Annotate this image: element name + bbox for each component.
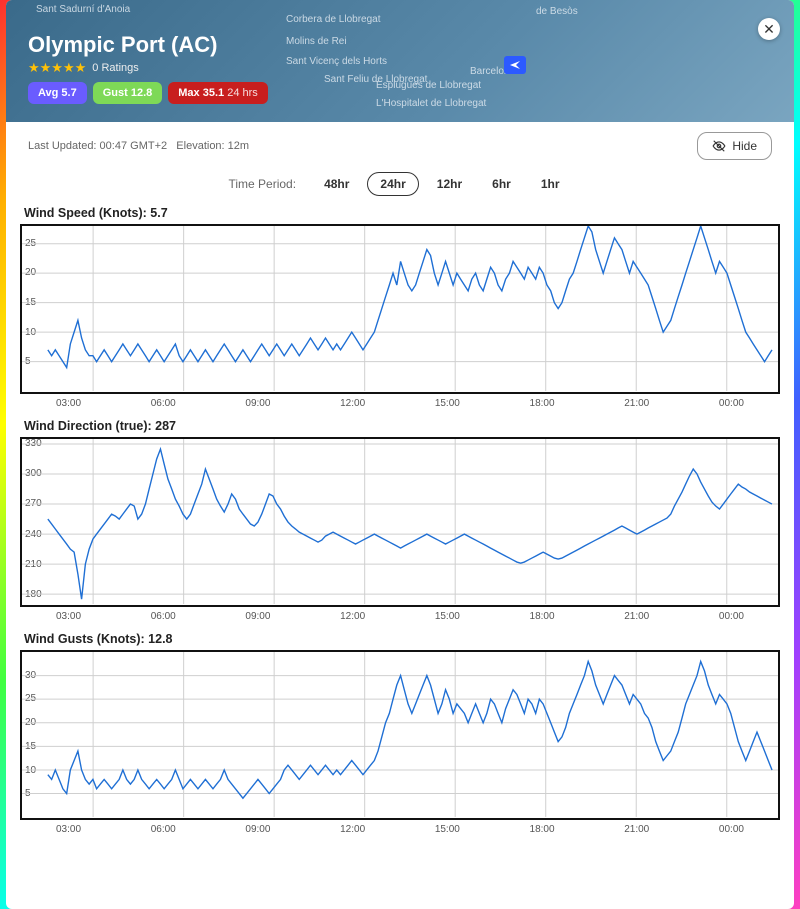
meta-row: Last Updated: 00:47 GMT+2 Elevation: 12m… <box>6 122 794 160</box>
stat-badge: Gust 12.8 <box>93 82 163 104</box>
header-map: Sant Sadurní d'Anoia Corbera de Llobregat… <box>6 0 794 122</box>
xtick: 03:00 <box>56 824 81 835</box>
xtick: 18:00 <box>530 824 555 835</box>
eye-off-icon <box>712 139 726 153</box>
wind-speed-title: Wind Speed (Knots): 5.7 <box>24 206 780 220</box>
xtick: 06:00 <box>151 611 176 622</box>
wind-gusts-title: Wind Gusts (Knots): 12.8 <box>24 632 780 646</box>
xtick: 15:00 <box>435 824 460 835</box>
xtick: 15:00 <box>435 611 460 622</box>
wind-arrow-marker <box>504 56 526 74</box>
xtick: 09:00 <box>245 398 270 409</box>
period-12hr[interactable]: 12hr <box>425 173 474 195</box>
station-title: Olympic Port (AC) <box>28 32 217 58</box>
map-label: Esplugues de Llobregat <box>376 80 481 91</box>
period-48hr[interactable]: 48hr <box>312 173 361 195</box>
time-period-tabs: Time Period: 48hr 24hr 12hr 6hr 1hr <box>6 172 794 196</box>
wind-direction-chart[interactable]: 180210240270300330 <box>20 437 780 607</box>
stat-badge: Max 35.1 24 hrs <box>168 82 268 104</box>
xtick: 18:00 <box>530 611 555 622</box>
period-24hr[interactable]: 24hr <box>367 172 418 196</box>
map-label: Sant Vicenç dels Horts <box>286 56 387 67</box>
meta-text: Last Updated: 00:47 GMT+2 Elevation: 12m <box>28 140 249 152</box>
xtick: 06:00 <box>151 824 176 835</box>
xtick: 03:00 <box>56 398 81 409</box>
wind-gusts-chart[interactable]: 51015202530 <box>20 650 780 820</box>
xtick: 00:00 <box>719 611 744 622</box>
map-label: L'Hospitalet de Llobregat <box>376 98 486 109</box>
ratings-count: 0 Ratings <box>92 62 138 74</box>
star-icons: ★★★★★ <box>28 60 86 76</box>
close-icon[interactable]: ✕ <box>758 18 780 40</box>
hide-label: Hide <box>732 139 757 153</box>
xtick: 09:00 <box>245 824 270 835</box>
xtick: 06:00 <box>151 398 176 409</box>
wind-gusts-xticks: 03:00 06:00 09:00 12:00 15:00 18:00 21:00 00:00 <box>56 824 744 835</box>
stat-badge: Avg 5.7 <box>28 82 87 104</box>
rating-stars[interactable]: ★★★★★ 0 Ratings <box>28 60 139 76</box>
xtick: 21:00 <box>624 611 649 622</box>
xtick: 21:00 <box>624 398 649 409</box>
xtick: 12:00 <box>340 611 365 622</box>
hide-button[interactable]: Hide <box>697 132 772 160</box>
period-1hr[interactable]: 1hr <box>529 173 572 195</box>
map-label: Molins de Rei <box>286 36 347 47</box>
elevation: Elevation: 12m <box>176 140 249 152</box>
period-6hr[interactable]: 6hr <box>480 173 523 195</box>
xtick: 03:00 <box>56 611 81 622</box>
time-period-label: Time Period: <box>228 177 296 191</box>
wind-speed-xticks: 03:00 06:00 09:00 12:00 15:00 18:00 21:00 00:00 <box>56 398 744 409</box>
charts-container: Wind Speed (Knots): 5.7 510152025 03:00 06:… <box>6 206 794 845</box>
xtick: 15:00 <box>435 398 460 409</box>
map-label: Sant Sadurní d'Anoia <box>36 4 130 15</box>
map-label: Corbera de Llobregat <box>286 14 381 25</box>
xtick: 00:00 <box>719 398 744 409</box>
xtick: 18:00 <box>530 398 555 409</box>
xtick: 00:00 <box>719 824 744 835</box>
wind-direction-title: Wind Direction (true): 287 <box>24 419 780 433</box>
map-label: de Besòs <box>536 6 578 17</box>
last-updated: Last Updated: 00:47 GMT+2 <box>28 140 167 152</box>
wind-direction-xticks: 03:00 06:00 09:00 12:00 15:00 18:00 21:00 00:00 <box>56 611 744 622</box>
stat-badges: Avg 5.7 Gust 12.8Max 35.1 24 hrs <box>28 82 268 104</box>
xtick: 09:00 <box>245 611 270 622</box>
xtick: 12:00 <box>340 824 365 835</box>
wind-speed-chart[interactable]: 510152025 <box>20 224 780 394</box>
xtick: 12:00 <box>340 398 365 409</box>
xtick: 21:00 <box>624 824 649 835</box>
